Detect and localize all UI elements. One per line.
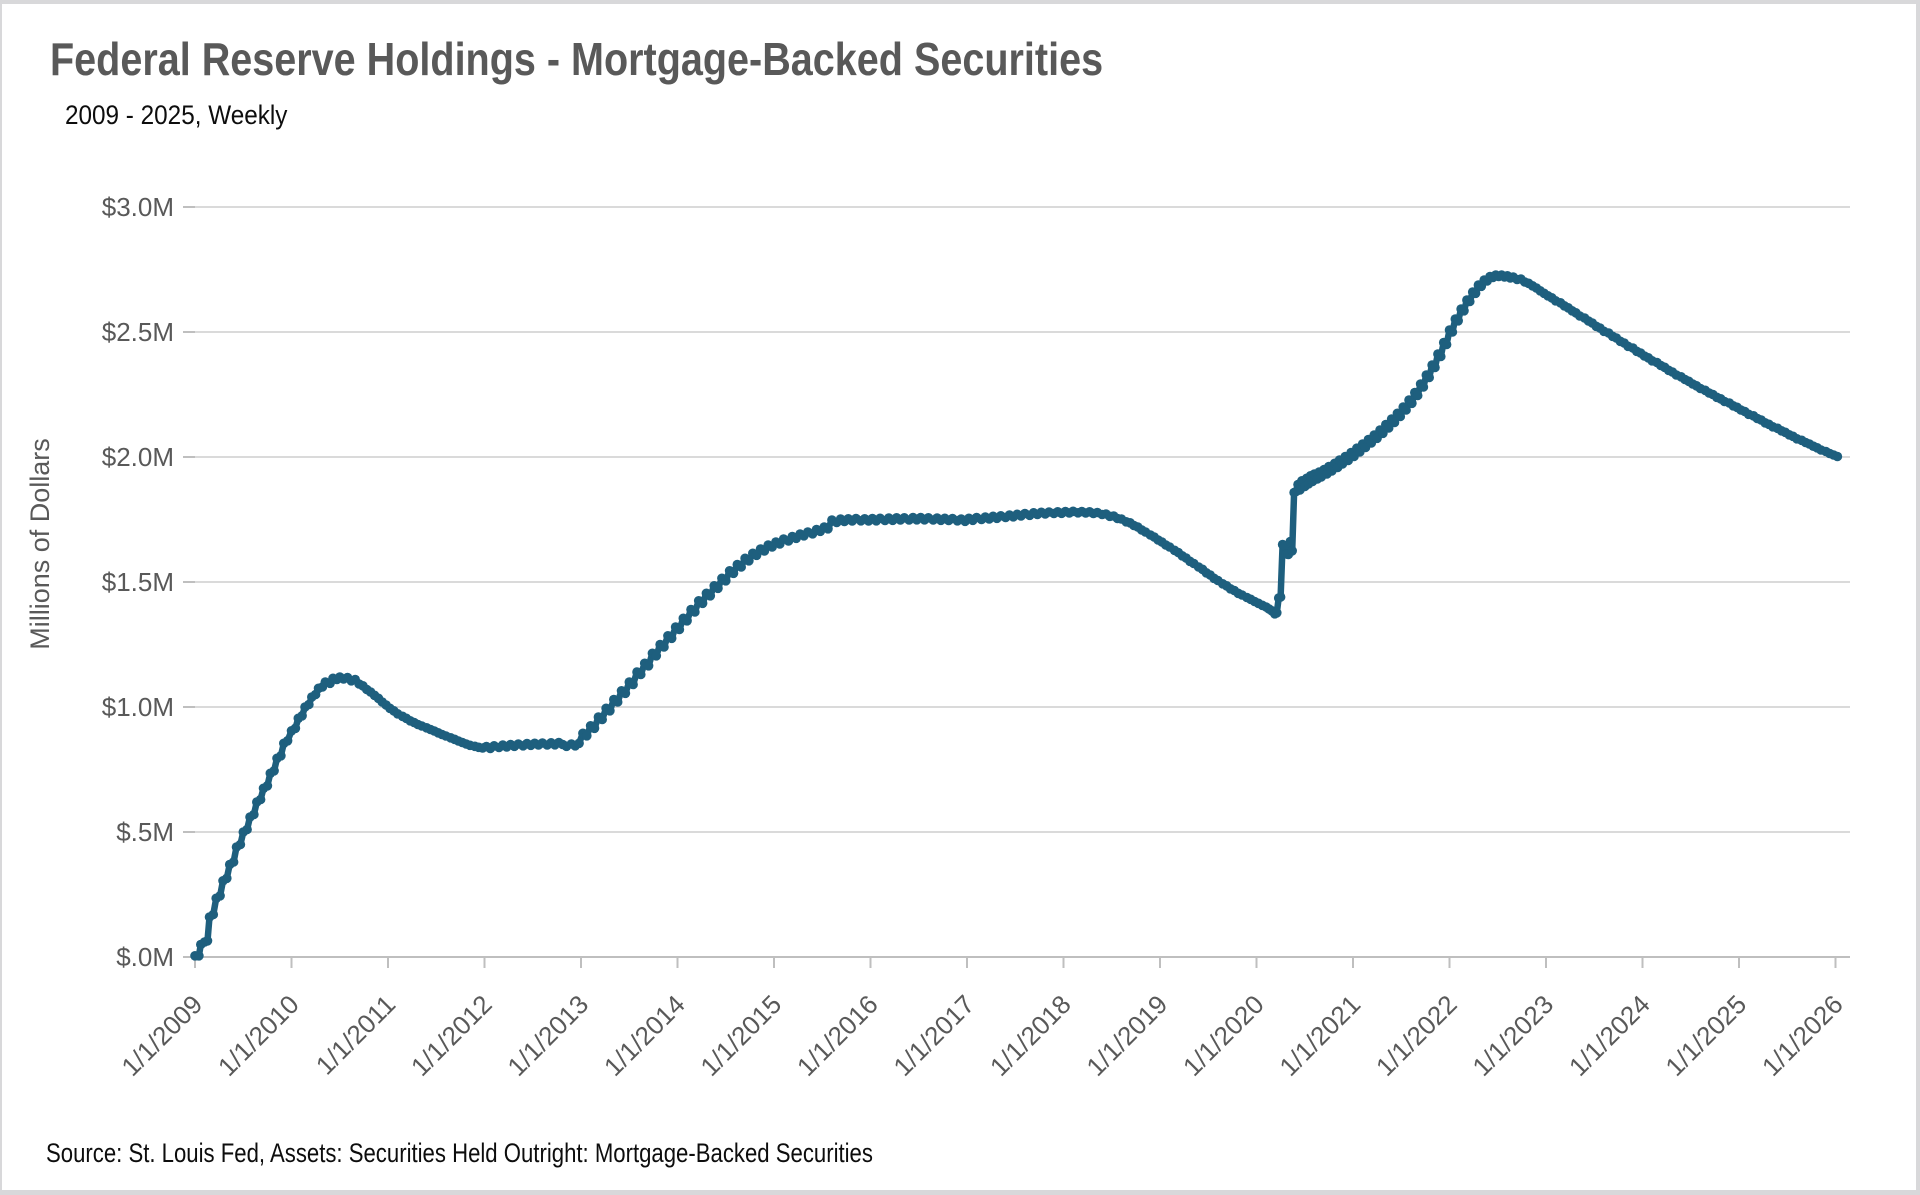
data-point [1395,411,1406,422]
data-point [262,781,273,791]
data-point [1275,592,1286,602]
data-point [215,891,225,901]
data-point [1453,316,1463,326]
data-point [628,679,638,690]
x-tick-label: 1/1/2025 [1659,989,1752,1082]
y-tick-label: $2.0M [102,442,174,472]
data-point [1389,417,1400,428]
data-point [1441,339,1452,350]
data-point [666,633,677,644]
data-point [1436,351,1446,362]
y-axis-title: Millions of Dollars [25,438,55,650]
x-tick-label: 1/1/2020 [1177,989,1270,1082]
data-point [744,556,754,566]
data-point [208,909,219,920]
data-point [1401,405,1411,415]
x-tick-label: 1/1/2021 [1273,989,1366,1082]
y-tick-label: $.5M [116,817,174,847]
data-point [674,624,685,635]
data-point [1447,327,1458,337]
data-point [620,688,631,699]
x-tick-label: 1/1/2026 [1756,989,1849,1082]
data-point [651,651,662,661]
data-point [255,794,266,805]
x-tick-label: 1/1/2023 [1466,989,1559,1082]
data-point [1470,288,1481,299]
data-point [282,736,293,746]
data-point [682,616,692,626]
x-tick-label: 1/1/2013 [501,989,594,1082]
chart-title: Federal Reserve Holdings - Mortgage-Back… [50,33,1104,85]
x-tick-label: 1/1/2014 [598,989,691,1082]
data-point [736,562,746,572]
data-point [242,824,252,835]
data-point [228,857,239,867]
x-tick-label: 1/1/2016 [791,989,884,1082]
data-point [643,661,654,671]
data-point [297,711,307,721]
data-point [589,723,600,734]
x-tick-label: 1/1/2015 [694,989,787,1082]
data-point [304,699,314,710]
data-point [1285,536,1296,547]
data-point [690,607,700,617]
y-tick-label: $2.5M [102,317,174,347]
data-point [597,714,607,725]
x-tick-label: 1/1/2018 [984,989,1077,1082]
data-point [713,583,723,594]
data-point [705,591,716,601]
x-tick-label: 1/1/2009 [115,989,208,1082]
x-tick-label: 1/1/2012 [405,989,498,1082]
data-point [1465,296,1475,307]
data-point [1832,451,1843,462]
data-point [249,809,259,820]
data-point [636,669,646,680]
x-tick-label: 1/1/2022 [1370,989,1463,1082]
data-line [191,271,1841,960]
data-point [721,576,731,586]
line-chart: $3.0M $2.5M $2.0M $1.5M $1.0M $.5M $.0M 1/1/200… [25,192,1850,1082]
data-point [697,598,708,609]
data-point [1272,608,1282,618]
data-point [574,738,584,749]
data-point [1412,390,1423,401]
data-point [235,839,246,850]
x-tick-label: 1/1/2024 [1563,989,1656,1082]
data-point [1418,382,1429,392]
data-point [1424,372,1434,383]
data-point [823,524,833,534]
data-point [659,642,669,652]
x-tick-label: 1/1/2010 [212,989,305,1082]
y-tick-label: $3.0M [102,192,174,222]
data-point [194,951,204,961]
y-tick-label: $1.0M [102,692,174,722]
data-point [1430,362,1440,373]
data-point [276,751,286,761]
data-point [269,766,279,776]
data-point [290,723,301,734]
y-tick-label: $.0M [116,942,174,972]
x-tick-label: 1/1/2019 [1080,989,1173,1082]
data-point [1407,398,1417,409]
data-point [612,697,623,707]
data-point [1287,546,1297,556]
data-point [202,936,213,946]
data-point [728,568,739,579]
source-note: Source: St. Louis Fed, Assets: Securitie… [46,1138,873,1168]
y-tick-label: $1.5M [102,567,174,597]
chart-subtitle: 2009 - 2025, Weekly [65,100,288,130]
data-point [1459,306,1469,316]
data-point [605,706,615,716]
data-point [222,873,232,884]
x-tick-label: 1/1/2017 [887,989,980,1082]
x-tick-label: 1/1/2011 [310,989,401,1080]
data-point [582,731,592,741]
